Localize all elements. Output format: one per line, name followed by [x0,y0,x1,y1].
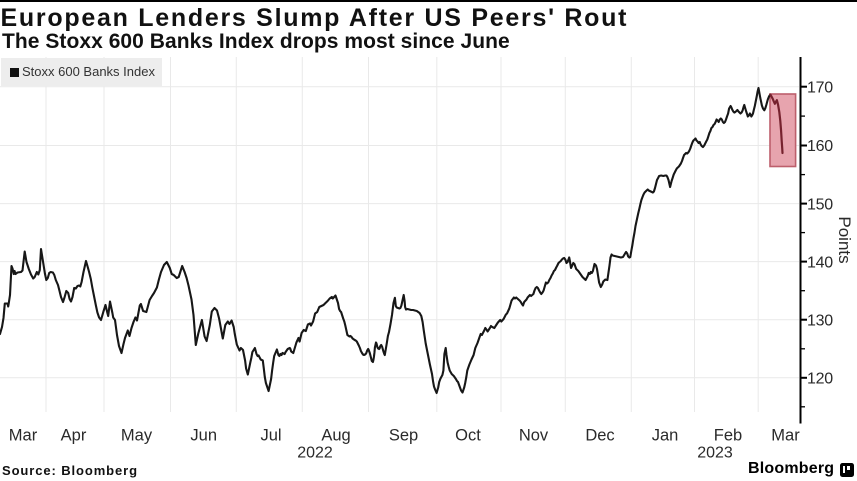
svg-text:Sep: Sep [389,427,418,445]
svg-text:Dec: Dec [585,427,614,445]
svg-text:160: 160 [807,138,833,155]
svg-text:150: 150 [807,196,833,213]
svg-text:2023: 2023 [697,445,733,462]
svg-text:Jan: Jan [652,427,679,445]
svg-text:Oct: Oct [455,427,481,445]
svg-text:Feb: Feb [714,427,742,445]
svg-text:Mar: Mar [9,427,38,445]
svg-text:Nov: Nov [519,427,549,445]
svg-text:130: 130 [807,312,833,329]
svg-text:170: 170 [807,79,833,96]
svg-text:Jun: Jun [190,427,217,445]
svg-text:Points: Points [835,216,854,263]
svg-text:Aug: Aug [321,427,350,445]
svg-text:Jul: Jul [260,427,281,445]
svg-text:140: 140 [807,254,833,271]
svg-text:Mar: Mar [771,427,800,445]
svg-text:120: 120 [807,371,833,388]
svg-text:May: May [121,427,153,445]
svg-text:2022: 2022 [297,445,333,462]
svg-text:Apr: Apr [61,427,87,445]
